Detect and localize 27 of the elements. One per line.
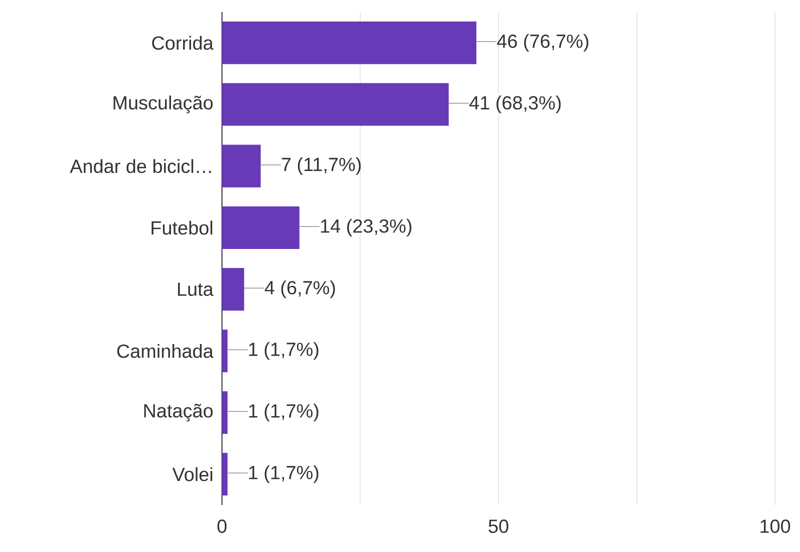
y-tick-label: Andar de bicicl… <box>70 159 211 174</box>
y-tick-label: Caminhada <box>117 344 214 358</box>
data-label: 7 (11,7%) <box>282 157 361 175</box>
bar <box>222 452 228 496</box>
y-tick-label: Natação <box>144 404 213 422</box>
y-tick-label: Musculação <box>114 96 213 114</box>
x-tick-label: 100 <box>760 520 790 533</box>
bar <box>222 206 300 249</box>
y-tick-label: Volei <box>172 467 212 482</box>
data-label: 41 (68,3%) <box>469 96 561 114</box>
data-label: 1 (1,7%) <box>249 465 318 484</box>
x-tick-label: 50 <box>488 520 508 533</box>
y-tick-label: Futebol <box>152 220 212 235</box>
bar <box>222 391 228 434</box>
x-tick-label: 0 <box>217 520 227 533</box>
data-label: 46 (76,7%) <box>497 34 588 52</box>
y-tick-label: Corrida <box>152 36 214 50</box>
bar <box>222 330 228 372</box>
data-label: 1 (1,7%) <box>249 404 318 422</box>
bar <box>222 22 476 64</box>
data-label: 1 (1,7%) <box>249 342 318 360</box>
bar <box>222 268 244 311</box>
bar <box>222 83 449 126</box>
y-tick-label: Luta <box>178 282 214 296</box>
data-label: 14 (23,3%) <box>321 218 412 237</box>
data-label: 4 (6,7%) <box>264 280 335 298</box>
bar <box>222 144 261 188</box>
